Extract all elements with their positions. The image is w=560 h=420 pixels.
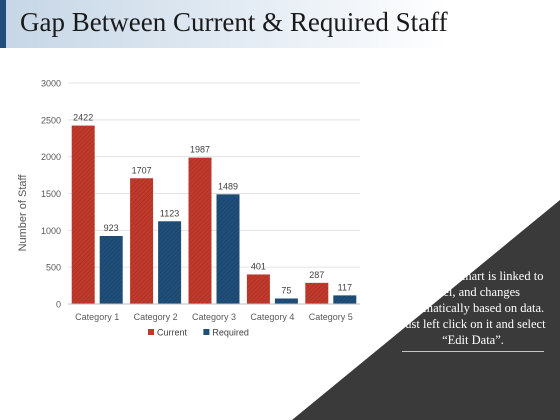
y-tick-label: 2000 — [41, 152, 61, 162]
y-tick-label: 3000 — [41, 79, 61, 89]
note-line: Just left click on it and select — [400, 317, 546, 331]
data-label: 75 — [281, 285, 291, 295]
legend-label: Current — [157, 328, 188, 338]
data-label: 1489 — [218, 181, 238, 191]
x-tick-label: Category 5 — [309, 312, 353, 322]
bar-current — [71, 125, 95, 304]
x-tick-label: Category 3 — [192, 312, 236, 322]
bar-current — [130, 178, 154, 304]
y-tick-label: 0 — [56, 300, 61, 310]
legend-swatch — [148, 329, 154, 335]
note-line: automatically based on data. — [401, 301, 545, 315]
bar-current — [246, 274, 270, 304]
x-tick-label: Category 4 — [250, 312, 294, 322]
legend: Current Required — [148, 328, 249, 338]
bars — [71, 125, 357, 304]
bar-required — [158, 221, 182, 304]
y-tick-label: 1500 — [41, 189, 61, 199]
data-label: 117 — [338, 282, 352, 292]
bar-required — [216, 194, 240, 304]
bar-current — [188, 157, 212, 304]
y-axis-label: Number of Staff — [17, 174, 29, 252]
bar-required — [274, 298, 298, 304]
bar-required — [99, 236, 123, 304]
data-label: 287 — [309, 270, 324, 280]
legend-swatch — [203, 329, 210, 335]
title-accent-bar — [0, 0, 6, 48]
data-label: 1987 — [190, 145, 210, 155]
x-tick-label: Category 2 — [134, 312, 178, 322]
note-text: This graph/chart is linked to excel, and… — [392, 268, 554, 348]
y-tick-label: 500 — [46, 263, 61, 273]
data-label: 1123 — [160, 208, 179, 218]
page-title: Gap Between Current & Required Staff — [20, 7, 448, 37]
legend-label: Required — [212, 328, 249, 338]
y-tick-labels: 0 500 1000 1500 2000 2500 3000 — [41, 79, 61, 310]
data-label: 401 — [251, 261, 266, 271]
note-line: This graph/chart is linked to — [402, 269, 544, 283]
title-band — [0, 0, 560, 48]
data-label: 1707 — [132, 165, 152, 175]
note-line: “Edit Data”. — [442, 333, 504, 347]
y-tick-label: 1000 — [41, 226, 61, 236]
data-label: 2422 — [73, 113, 93, 123]
note-divider — [402, 351, 544, 352]
y-tick-label: 2500 — [41, 115, 61, 125]
data-label: 923 — [104, 223, 119, 233]
bar-required — [333, 295, 357, 304]
bar-current — [305, 282, 329, 304]
x-tick-label: Category 1 — [75, 312, 119, 322]
x-tick-labels: Category 1 Category 2 Category 3 Category 4… — [75, 312, 353, 322]
note-line: excel, and changes — [425, 285, 521, 299]
